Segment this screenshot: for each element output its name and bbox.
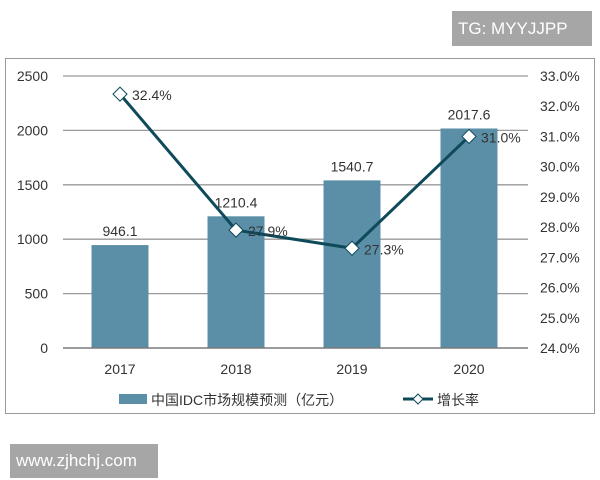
right-tick-label: 25.0% <box>540 310 580 326</box>
legend-diamond-icon <box>412 393 424 405</box>
legend-bar-swatch <box>119 394 147 404</box>
left-tick-label: 1500 <box>17 177 48 193</box>
chart-frame: 0 500 1000 1500 2000 2500 24.0% 25.0% 26.0% 27.0… <box>5 58 595 414</box>
left-tick-label: 2000 <box>17 122 48 138</box>
right-tick-label: 27.0% <box>540 249 580 265</box>
left-tick-label: 2500 <box>17 68 48 84</box>
diamond-marker-icon <box>461 128 477 145</box>
growth-value-label: 27.3% <box>364 241 404 257</box>
legend: 中国IDC市场规模预测（亿元） 增长率 <box>119 392 479 408</box>
left-tick-label: 1000 <box>17 231 48 247</box>
legend-line-label: 增长率 <box>437 392 479 408</box>
bar-2020 <box>440 128 498 348</box>
bar-2017 <box>91 245 149 348</box>
x-axis-ticks: 2017 2018 2019 2020 <box>104 361 484 377</box>
bar-value-label: 2017.6 <box>448 106 491 122</box>
bar-value-label: 946.1 <box>102 223 137 239</box>
diamond-marker-icon <box>344 240 360 256</box>
right-tick-label: 26.0% <box>540 280 580 296</box>
growth-value-label: 32.4% <box>132 87 172 103</box>
watermark-tg: TG: MYYJJPP <box>452 11 592 46</box>
bar-value-label: 1210.4 <box>215 194 258 210</box>
bar-2019 <box>323 180 381 348</box>
left-tick-label: 0 <box>40 340 48 356</box>
diamond-marker-icon <box>228 222 244 238</box>
legend-bar-label: 中国IDC市场规模预测（亿元） <box>151 392 343 408</box>
left-tick-label: 500 <box>25 286 49 302</box>
growth-value-label: 27.9% <box>248 223 288 239</box>
right-axis-ticks: 24.0% 25.0% 26.0% 27.0% 28.0% 29.0% 30.0% 31.0%… <box>540 68 580 356</box>
line-series: 32.4% 27.9% 27.3% 31.0% <box>112 86 521 257</box>
growth-line <box>118 93 471 250</box>
left-axis-ticks: 0 500 1000 1500 2000 2500 <box>17 68 48 356</box>
x-tick-label: 2020 <box>453 361 484 377</box>
right-tick-label: 32.0% <box>540 98 580 114</box>
right-tick-label: 29.0% <box>540 189 580 205</box>
x-tick-label: 2018 <box>220 361 251 377</box>
right-tick-label: 33.0% <box>540 68 580 84</box>
x-tick-label: 2017 <box>104 361 135 377</box>
right-tick-label: 24.0% <box>540 340 580 356</box>
right-tick-label: 31.0% <box>540 128 580 144</box>
bar-series: 946.1 1210.4 1540.7 2017.6 <box>91 106 498 348</box>
right-tick-label: 30.0% <box>540 159 580 175</box>
combo-chart: 0 500 1000 1500 2000 2500 24.0% 25.0% 26.0% 27.0… <box>17 68 580 408</box>
bar-2018 <box>207 216 265 348</box>
right-tick-label: 28.0% <box>540 219 580 235</box>
diamond-marker-icon <box>112 86 128 102</box>
bar-value-label: 1540.7 <box>331 158 374 174</box>
x-tick-label: 2019 <box>336 361 367 377</box>
growth-value-label: 31.0% <box>481 129 521 145</box>
watermark-website: www.zjhchj.com <box>10 444 158 478</box>
